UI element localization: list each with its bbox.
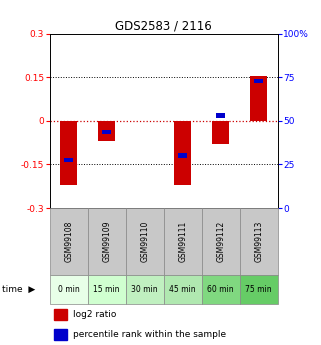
Bar	[54, 309, 67, 320]
Text: 45 min: 45 min	[169, 285, 196, 294]
Text: GSM99110: GSM99110	[140, 221, 149, 262]
Text: GSM99108: GSM99108	[64, 221, 73, 262]
Bar	[240, 208, 278, 275]
Bar	[202, 275, 240, 304]
Text: 75 min: 75 min	[245, 285, 272, 294]
Text: GSM99111: GSM99111	[178, 221, 187, 262]
Bar	[88, 208, 126, 275]
Bar	[50, 275, 88, 304]
Bar	[240, 275, 278, 304]
Text: log2 ratio: log2 ratio	[73, 310, 116, 319]
Text: 30 min: 30 min	[131, 285, 158, 294]
Text: GSM99109: GSM99109	[102, 221, 111, 263]
Bar	[65, 158, 73, 162]
Bar	[255, 79, 263, 83]
Text: 60 min: 60 min	[207, 285, 234, 294]
Bar	[216, 114, 225, 118]
Bar	[126, 208, 164, 275]
Text: time  ▶: time ▶	[2, 285, 35, 294]
Bar	[126, 275, 164, 304]
Bar	[102, 130, 111, 134]
Bar	[212, 121, 229, 144]
Bar	[202, 208, 240, 275]
Bar	[88, 275, 126, 304]
Bar	[174, 121, 191, 185]
Bar	[250, 76, 267, 121]
Bar	[164, 208, 202, 275]
Text: percentile rank within the sample: percentile rank within the sample	[73, 330, 226, 339]
Title: GDS2583 / 2116: GDS2583 / 2116	[115, 20, 212, 33]
Bar	[54, 329, 67, 340]
Text: GSM99113: GSM99113	[254, 221, 263, 262]
Text: 0 min: 0 min	[58, 285, 80, 294]
Bar	[98, 121, 115, 141]
Bar	[178, 153, 187, 158]
Bar	[50, 208, 88, 275]
Text: GSM99112: GSM99112	[216, 221, 225, 262]
Bar	[60, 121, 77, 185]
Bar	[164, 275, 202, 304]
Text: 15 min: 15 min	[93, 285, 120, 294]
